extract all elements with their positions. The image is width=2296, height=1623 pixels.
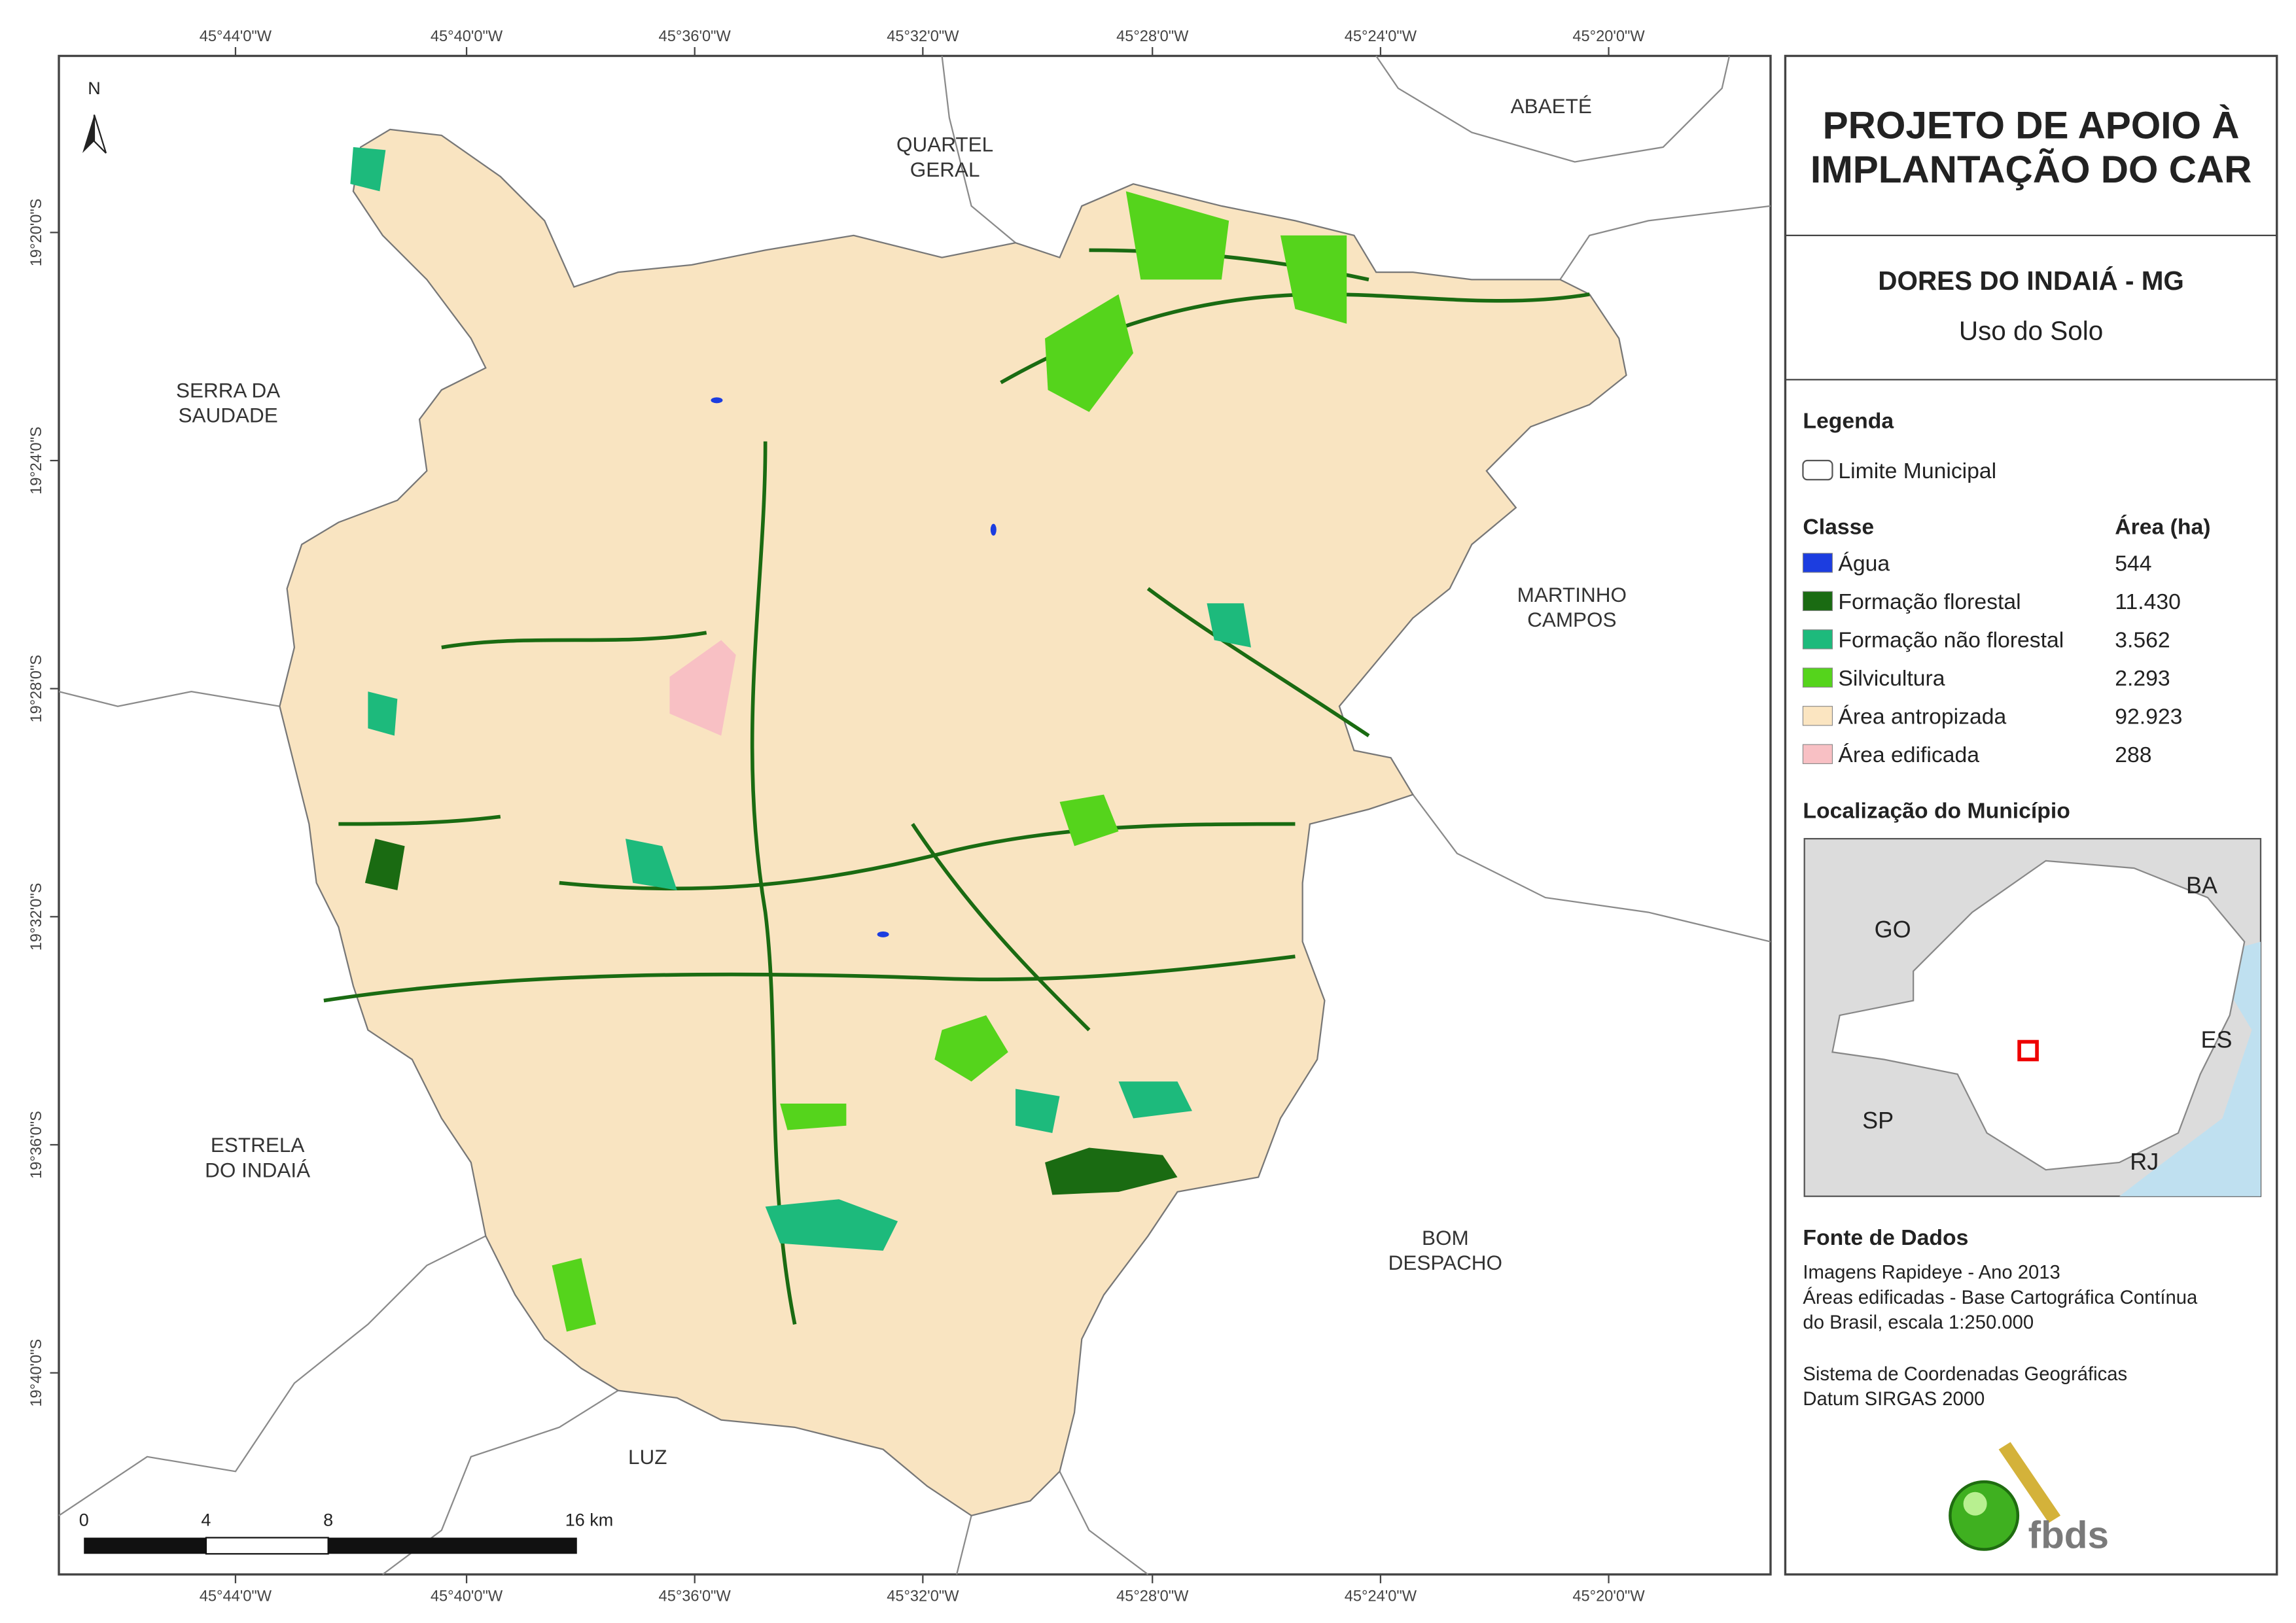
neighbor-label: QUARTEL xyxy=(896,133,993,156)
logo: fbds xyxy=(1949,1442,2109,1556)
legend-heading: Legenda xyxy=(1803,409,1894,434)
legend-label: Formação não florestal xyxy=(1838,628,2064,653)
state-label: ES xyxy=(2201,1026,2233,1053)
neighbor-label: MARTINHO xyxy=(1517,583,1627,606)
location-heading: Localização do Município xyxy=(1803,799,2070,824)
neighbor-boundaries xyxy=(58,55,1771,1575)
location-map xyxy=(1803,837,2262,1197)
coord-label: 45°36'0"W xyxy=(659,28,732,45)
coord-label: 19°40'0"S xyxy=(28,1339,45,1407)
legend-area: 544 xyxy=(2115,551,2151,576)
neighbor-label: LUZ xyxy=(628,1445,667,1469)
legend-swatch xyxy=(1802,553,1833,573)
legend-area: 288 xyxy=(2115,742,2151,767)
sources-heading: Fonte de Dados xyxy=(1803,1225,1968,1250)
title-line: PROJETO DE APOIO À xyxy=(1823,103,2240,147)
coord-label: 45°28'0"W xyxy=(1116,1588,1189,1605)
neighbor-label: SAUDADE xyxy=(179,404,278,427)
legend-label: Formação florestal xyxy=(1838,589,2021,614)
municipality xyxy=(279,128,1627,1517)
scale-label: 16 km xyxy=(565,1510,613,1530)
scale-bar xyxy=(84,1537,577,1555)
theme: Uso do Solo xyxy=(1959,316,2103,346)
legend-swatch xyxy=(1802,744,1833,764)
source-line: Áreas edificadas - Base Cartográfica Con… xyxy=(1803,1287,2198,1308)
legend-area: 92.923 xyxy=(2115,705,2182,729)
neighbor-label: DO INDAIÁ xyxy=(205,1158,310,1181)
state-label: BA xyxy=(2186,871,2217,898)
legend-swatch xyxy=(1802,667,1833,688)
coord-label: 45°20'0"W xyxy=(1572,28,1645,45)
neighbor-label: ESTRELA xyxy=(211,1133,304,1157)
neighbor-label: GERAL xyxy=(910,158,980,181)
legend-area: 3.562 xyxy=(2115,628,2170,653)
coord-label: 45°44'0"W xyxy=(200,1588,272,1605)
boundary-label: Limite Municipal xyxy=(1838,459,1996,483)
north-label: N xyxy=(88,79,101,98)
neighbor-label: CAMPOS xyxy=(1527,608,1616,631)
neighbor-label: DESPACHO xyxy=(1388,1251,1502,1274)
neighbor-label: ABAETÉ xyxy=(1511,94,1592,118)
coord-label: 19°24'0"S xyxy=(28,427,45,495)
scale-label: 8 xyxy=(323,1510,333,1530)
coord-label: 19°20'0"S xyxy=(28,199,45,267)
source-line: Imagens Rapideye - Ano 2013 xyxy=(1803,1263,2060,1283)
coord-label: 45°36'0"W xyxy=(659,1588,732,1605)
land-use-patches xyxy=(323,147,1590,1332)
legend-label: Área antropizada xyxy=(1838,705,2006,729)
coord-label: 19°28'0"S xyxy=(28,655,45,723)
neighbor-label: SERRA DA xyxy=(176,378,280,402)
coord-label: 45°44'0"W xyxy=(200,28,272,45)
logo-text: fbds xyxy=(2028,1514,2109,1556)
legend-swatch xyxy=(1802,591,1833,612)
legend-area: 11.430 xyxy=(2115,589,2181,614)
coord-label: 45°40'0"W xyxy=(431,1588,503,1605)
legend-label: Área edificada xyxy=(1838,742,1979,767)
subtitle: DORES DO INDAIÁ - MG xyxy=(1878,266,2184,296)
source-line: Datum SIRGAS 2000 xyxy=(1803,1389,1985,1410)
state-label: SP xyxy=(1862,1107,1894,1134)
neighbor-label: BOM xyxy=(1422,1226,1469,1249)
coord-label: 45°28'0"W xyxy=(1116,28,1189,45)
coord-label: 45°24'0"W xyxy=(1345,1588,1417,1605)
boundary-swatch xyxy=(1802,459,1833,481)
title-line: IMPLANTAÇÃO DO CAR xyxy=(1810,148,2252,191)
state-label: RJ xyxy=(2130,1148,2159,1175)
coord-label: 19°36'0"S xyxy=(28,1111,45,1179)
coord-label: 45°32'0"W xyxy=(887,1588,959,1605)
coord-label: 45°32'0"W xyxy=(887,28,959,45)
coord-label: 19°32'0"S xyxy=(28,882,45,951)
scale-label: 0 xyxy=(79,1510,89,1530)
legend-swatch xyxy=(1802,706,1833,726)
scale-label: 4 xyxy=(201,1510,211,1530)
legend-label: Silvicultura xyxy=(1838,666,1945,691)
area-heading: Área (ha) xyxy=(2115,515,2210,540)
class-heading: Classe xyxy=(1803,515,1874,540)
source-line: do Brasil, escala 1:250.000 xyxy=(1803,1312,2034,1333)
state-label: GO xyxy=(1875,916,1911,943)
source-line: Sistema de Coordenadas Geográficas xyxy=(1803,1364,2127,1385)
coord-label: 45°40'0"W xyxy=(431,28,503,45)
legend-label: Água xyxy=(1838,551,1890,576)
legend-swatch xyxy=(1802,629,1833,650)
side-panel xyxy=(1784,54,2278,1576)
coord-label: 45°20'0"W xyxy=(1572,1588,1645,1605)
legend-area: 2.293 xyxy=(2115,666,2170,691)
coord-label: 45°24'0"W xyxy=(1345,28,1417,45)
